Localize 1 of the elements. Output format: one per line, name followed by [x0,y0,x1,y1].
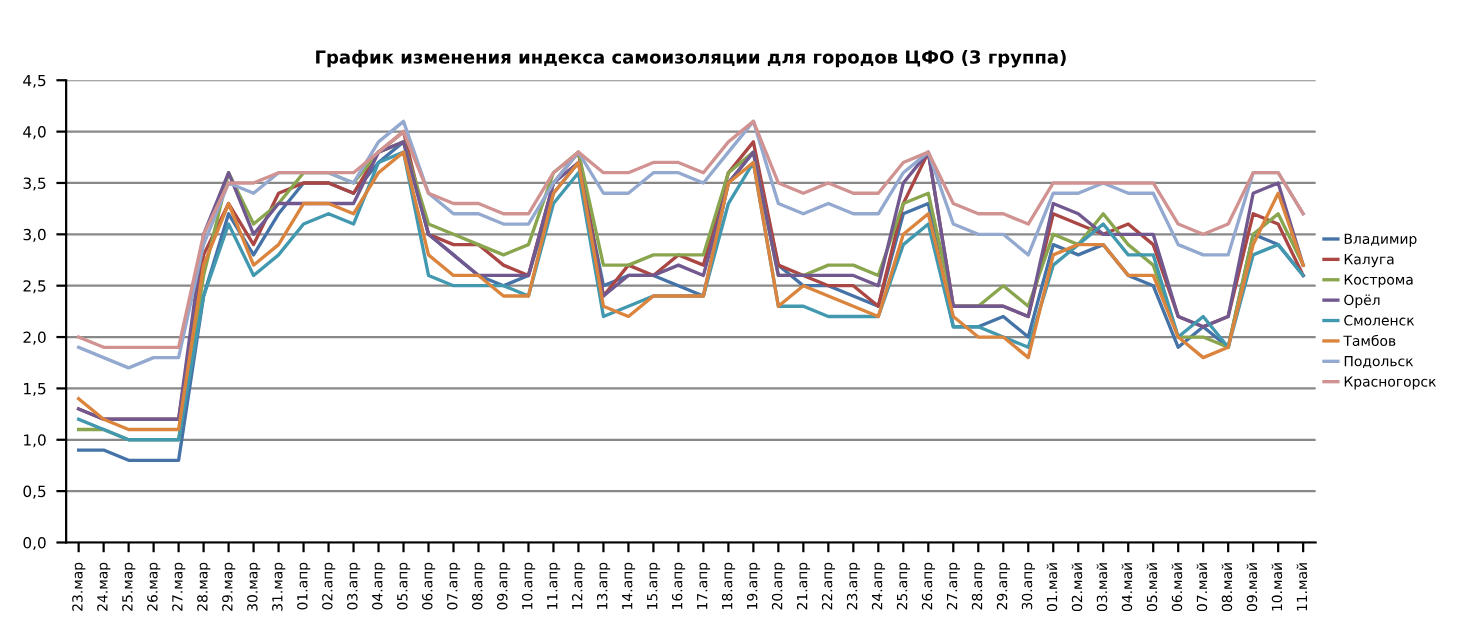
chart-title: График изменения индекса самоизоляции для городов ЦФО (3 группа) [316,49,1066,68]
